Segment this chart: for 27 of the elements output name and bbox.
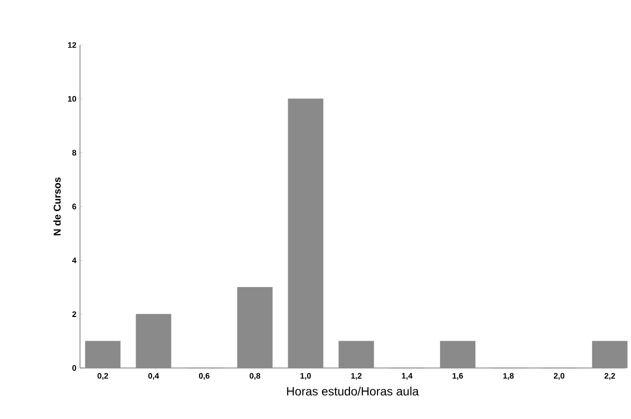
x-tick-label: 0,4: [148, 373, 160, 380]
y-tick-label: 0: [72, 365, 76, 371]
bar: [136, 314, 172, 368]
y-tick-label: 4: [72, 258, 76, 264]
x-tick-label: 2,0: [554, 373, 564, 380]
x-tick-label: 0,2: [98, 373, 108, 380]
x-tick-label: 1,0: [300, 373, 311, 380]
x-tick-label: 2,2: [604, 373, 616, 380]
bar: [237, 287, 273, 368]
x-tick-label: 1,4: [402, 373, 413, 380]
x-tick-label: 0,8: [250, 373, 260, 380]
x-tick-label: 0,6: [198, 373, 210, 380]
bar: [85, 340, 121, 368]
x-tick-label: 1,6: [452, 373, 463, 380]
y-tick-label: 6: [72, 204, 76, 210]
bar: [592, 340, 628, 368]
y-axis-title: N de Cursos: [53, 177, 61, 236]
y-tick-label: 10: [68, 96, 76, 102]
bar: [338, 340, 374, 368]
x-axis-title: Horas estudo/Horas aula: [287, 386, 419, 396]
y-tick-label: 12: [68, 42, 76, 48]
y-tick-label: 8: [72, 150, 76, 156]
x-tick-label: 1,8: [503, 373, 514, 380]
x-tick-label: 1,2: [351, 373, 362, 380]
bar: [288, 98, 324, 368]
y-tick-label: 2: [72, 311, 76, 317]
bar: [440, 340, 476, 368]
